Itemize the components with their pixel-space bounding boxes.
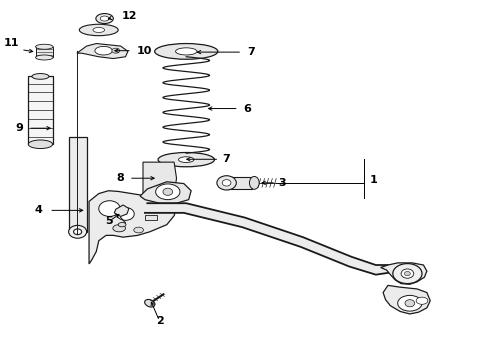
Polygon shape [140,182,191,203]
Ellipse shape [117,207,134,220]
Text: 11: 11 [3,38,19,48]
Polygon shape [68,137,86,232]
Ellipse shape [249,176,259,189]
Text: 2: 2 [155,316,163,326]
Polygon shape [142,162,176,194]
Ellipse shape [36,44,53,49]
Ellipse shape [95,46,112,55]
Ellipse shape [68,225,86,238]
Ellipse shape [73,229,81,235]
Ellipse shape [93,27,104,32]
Ellipse shape [100,16,109,21]
Ellipse shape [222,180,230,186]
Polygon shape [382,285,429,314]
Text: 7: 7 [246,47,254,57]
Ellipse shape [178,157,194,162]
Text: 4: 4 [34,205,42,215]
Polygon shape [89,191,176,264]
Ellipse shape [154,44,218,59]
Ellipse shape [400,269,413,278]
Polygon shape [114,205,129,216]
Text: 9: 9 [15,123,23,133]
Ellipse shape [397,296,421,311]
Ellipse shape [392,264,421,284]
Ellipse shape [217,176,236,190]
Polygon shape [144,215,157,220]
Polygon shape [226,177,252,189]
Ellipse shape [113,225,125,232]
Ellipse shape [79,24,118,36]
Ellipse shape [32,73,49,79]
Polygon shape [380,263,426,284]
Text: 12: 12 [122,11,137,21]
Polygon shape [36,47,53,58]
Ellipse shape [163,188,172,195]
Ellipse shape [134,227,143,233]
Ellipse shape [158,153,214,167]
Ellipse shape [144,300,155,307]
Ellipse shape [404,300,414,307]
Ellipse shape [36,55,53,60]
Text: 7: 7 [222,154,230,164]
Ellipse shape [415,297,427,304]
Polygon shape [144,203,387,275]
Ellipse shape [28,140,53,149]
Text: 5: 5 [105,216,113,226]
Polygon shape [77,44,128,59]
Text: 6: 6 [243,104,251,113]
Ellipse shape [175,48,197,55]
Text: 3: 3 [278,178,285,188]
Text: 10: 10 [137,46,152,56]
Ellipse shape [99,201,120,216]
Ellipse shape [112,48,120,53]
Ellipse shape [404,271,409,276]
Text: 1: 1 [369,175,377,185]
Ellipse shape [155,184,180,200]
Text: 8: 8 [116,173,124,183]
Ellipse shape [96,14,113,23]
Polygon shape [28,76,53,144]
Ellipse shape [118,222,126,227]
